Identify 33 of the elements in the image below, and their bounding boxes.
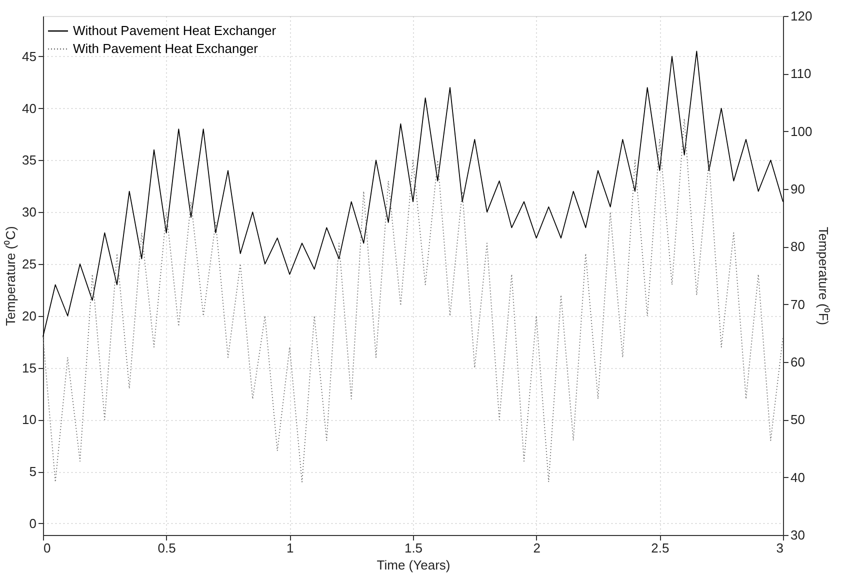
y2-tick-label: 30 xyxy=(790,528,805,542)
x-tick-label: 2.5 xyxy=(651,540,670,556)
y-tick-label: 5 xyxy=(29,464,36,480)
x-axis-title: Time (Years) xyxy=(376,558,450,572)
y2-tick-label: 90 xyxy=(790,182,805,196)
x-tick-label: 1.5 xyxy=(404,540,423,556)
x-tick-label: 3 xyxy=(776,540,784,556)
y2-tick-label: 50 xyxy=(790,412,805,428)
y2-tick-label: 110 xyxy=(790,66,812,82)
y-tick-label: 20 xyxy=(22,308,36,324)
line-series xyxy=(42,118,784,482)
y-tick-label: 35 xyxy=(22,152,36,168)
y-tick-label: 30 xyxy=(22,204,36,220)
y-tick-label: 15 xyxy=(22,360,36,376)
y2-tick-label: 60 xyxy=(790,354,805,370)
y2-axis-title: Temperature (⁰F) xyxy=(816,226,832,326)
y2-tick-label: 40 xyxy=(790,470,805,485)
y-tick-label: 25 xyxy=(22,256,36,272)
x-tick-label: 1 xyxy=(286,540,294,556)
y-tick-label: 10 xyxy=(22,412,36,428)
legend-label: Without Pavement Heat Exchanger xyxy=(73,23,277,38)
y-axis-title: Temperature (⁰C) xyxy=(3,226,18,326)
y2-tick-label: 100 xyxy=(790,124,812,139)
x-tick-label: 0 xyxy=(44,540,51,556)
legend-label: With Pavement Heat Exchanger xyxy=(73,41,259,56)
y2-tick-label: 120 xyxy=(790,8,812,24)
y2-tick-label: 70 xyxy=(790,296,805,312)
x-tick-label: 2 xyxy=(533,540,540,556)
y-tick-label: 40 xyxy=(22,100,36,116)
y-tick-label: 0 xyxy=(29,516,36,531)
y2-tick-label: 80 xyxy=(790,239,805,254)
y-tick-label: 45 xyxy=(22,48,36,64)
x-tick-label: 0.5 xyxy=(158,540,176,556)
